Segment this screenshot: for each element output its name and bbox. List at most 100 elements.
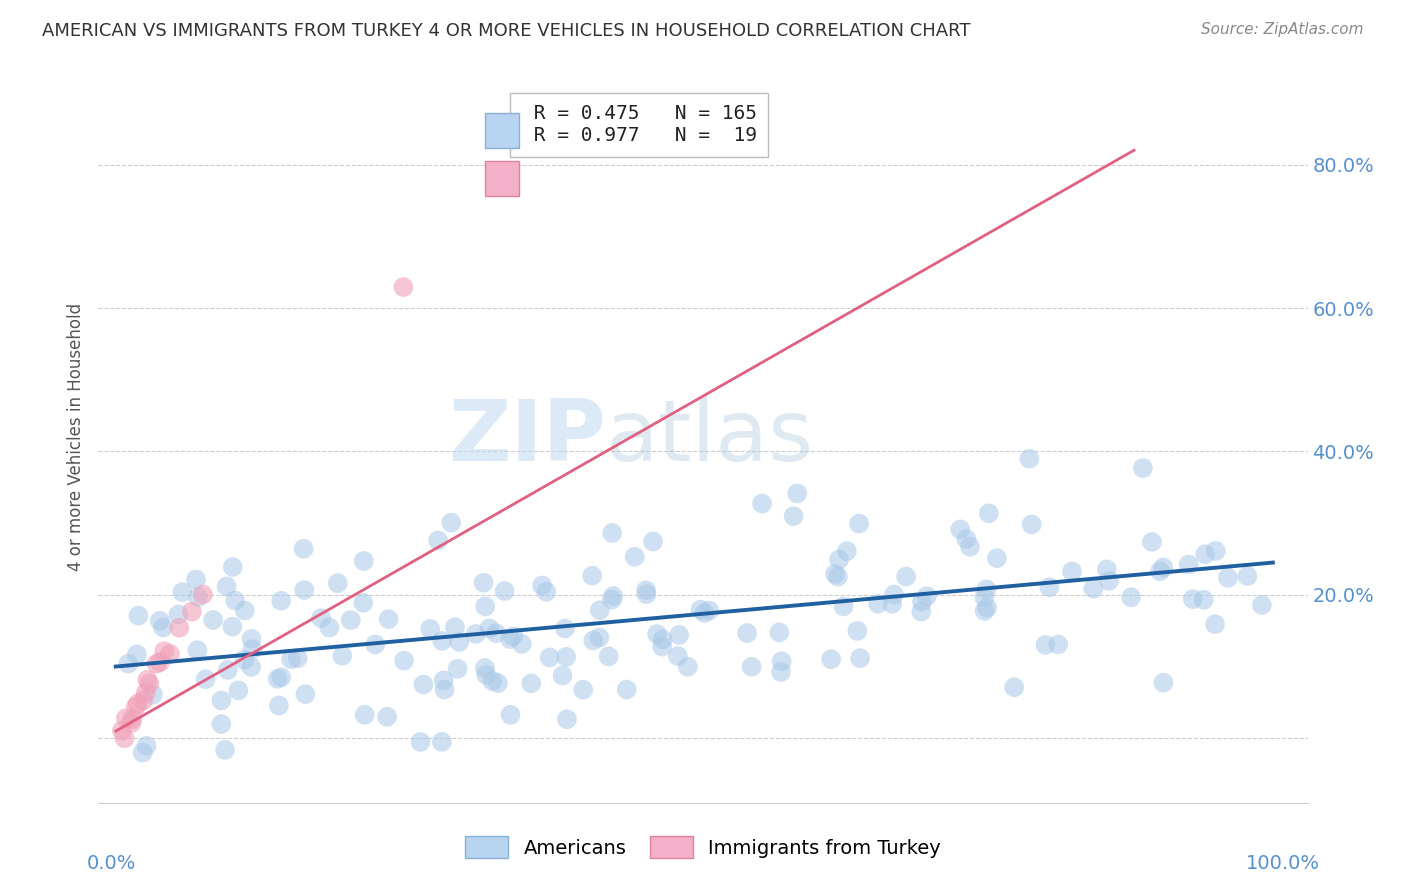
- Point: [117, 657, 139, 671]
- Point: [510, 637, 533, 651]
- Point: [531, 578, 554, 592]
- Point: [1250, 598, 1272, 612]
- Point: [111, 723, 134, 738]
- Point: [184, 573, 207, 587]
- Point: [464, 627, 486, 641]
- Point: [430, 634, 453, 648]
- Point: [1177, 558, 1199, 572]
- Bar: [485, 113, 519, 148]
- Point: [910, 605, 932, 619]
- Point: [266, 672, 288, 686]
- Text: 0.0%: 0.0%: [86, 854, 136, 873]
- Point: [326, 576, 349, 591]
- Point: [1152, 560, 1174, 574]
- Point: [114, 731, 136, 746]
- Point: [986, 551, 1008, 566]
- Point: [589, 603, 612, 617]
- Point: [242, 642, 264, 657]
- Point: [353, 707, 375, 722]
- Point: [475, 667, 498, 681]
- Point: [412, 677, 434, 691]
- Point: [125, 699, 148, 714]
- Point: [181, 605, 204, 619]
- Point: [1098, 574, 1121, 588]
- Point: [215, 579, 238, 593]
- Point: [894, 569, 917, 583]
- Point: [127, 608, 149, 623]
- Point: [582, 633, 605, 648]
- Point: [882, 597, 904, 611]
- Point: [1132, 461, 1154, 475]
- Point: [169, 621, 191, 635]
- Point: [478, 622, 501, 636]
- Point: [125, 648, 148, 662]
- Point: [145, 657, 167, 671]
- Point: [440, 516, 463, 530]
- Point: [138, 676, 160, 690]
- Point: [973, 591, 995, 605]
- Point: [976, 582, 998, 597]
- Point: [1194, 547, 1216, 561]
- Legend: Americans, Immigrants from Turkey: Americans, Immigrants from Turkey: [457, 828, 949, 866]
- Point: [651, 632, 673, 647]
- Point: [848, 516, 870, 531]
- Point: [616, 682, 638, 697]
- Point: [1035, 638, 1057, 652]
- Text: ZIP: ZIP: [449, 395, 606, 479]
- Text: 100.0%: 100.0%: [1246, 854, 1320, 873]
- Point: [697, 603, 720, 617]
- Point: [786, 486, 808, 500]
- Point: [769, 665, 792, 679]
- Point: [159, 647, 181, 661]
- Point: [1152, 675, 1174, 690]
- Point: [827, 569, 849, 583]
- Point: [770, 654, 793, 668]
- Point: [641, 534, 664, 549]
- Point: [142, 688, 165, 702]
- Point: [224, 593, 246, 607]
- Point: [1002, 680, 1025, 694]
- Point: [114, 711, 136, 725]
- Point: [202, 613, 225, 627]
- Point: [735, 626, 758, 640]
- Y-axis label: 4 or more Vehicles in Household: 4 or more Vehicles in Household: [66, 303, 84, 571]
- Point: [330, 648, 353, 663]
- Point: [127, 697, 149, 711]
- Point: [221, 620, 243, 634]
- Point: [375, 710, 398, 724]
- Point: [481, 673, 503, 688]
- Point: [676, 659, 699, 673]
- Point: [270, 593, 292, 607]
- Point: [194, 672, 217, 686]
- Point: [600, 592, 623, 607]
- Point: [339, 613, 361, 627]
- Point: [976, 600, 998, 615]
- Point: [444, 620, 467, 634]
- Point: [693, 606, 716, 620]
- Point: [1216, 571, 1239, 585]
- Point: [318, 621, 340, 635]
- Point: [392, 654, 415, 668]
- Point: [449, 635, 471, 649]
- Point: [292, 541, 315, 556]
- Point: [1236, 569, 1258, 583]
- Bar: [485, 161, 519, 195]
- Point: [353, 554, 375, 568]
- Point: [1018, 451, 1040, 466]
- Point: [1192, 592, 1215, 607]
- Point: [977, 506, 1000, 520]
- Point: [267, 698, 290, 713]
- Point: [240, 660, 263, 674]
- Point: [309, 611, 332, 625]
- Point: [768, 625, 790, 640]
- Point: [602, 589, 624, 603]
- Point: [915, 589, 938, 603]
- Point: [1047, 637, 1070, 651]
- Point: [1205, 544, 1227, 558]
- Point: [666, 648, 689, 663]
- Point: [1021, 517, 1043, 532]
- Point: [233, 604, 256, 618]
- Point: [600, 525, 623, 540]
- Point: [167, 607, 190, 622]
- Point: [120, 716, 142, 731]
